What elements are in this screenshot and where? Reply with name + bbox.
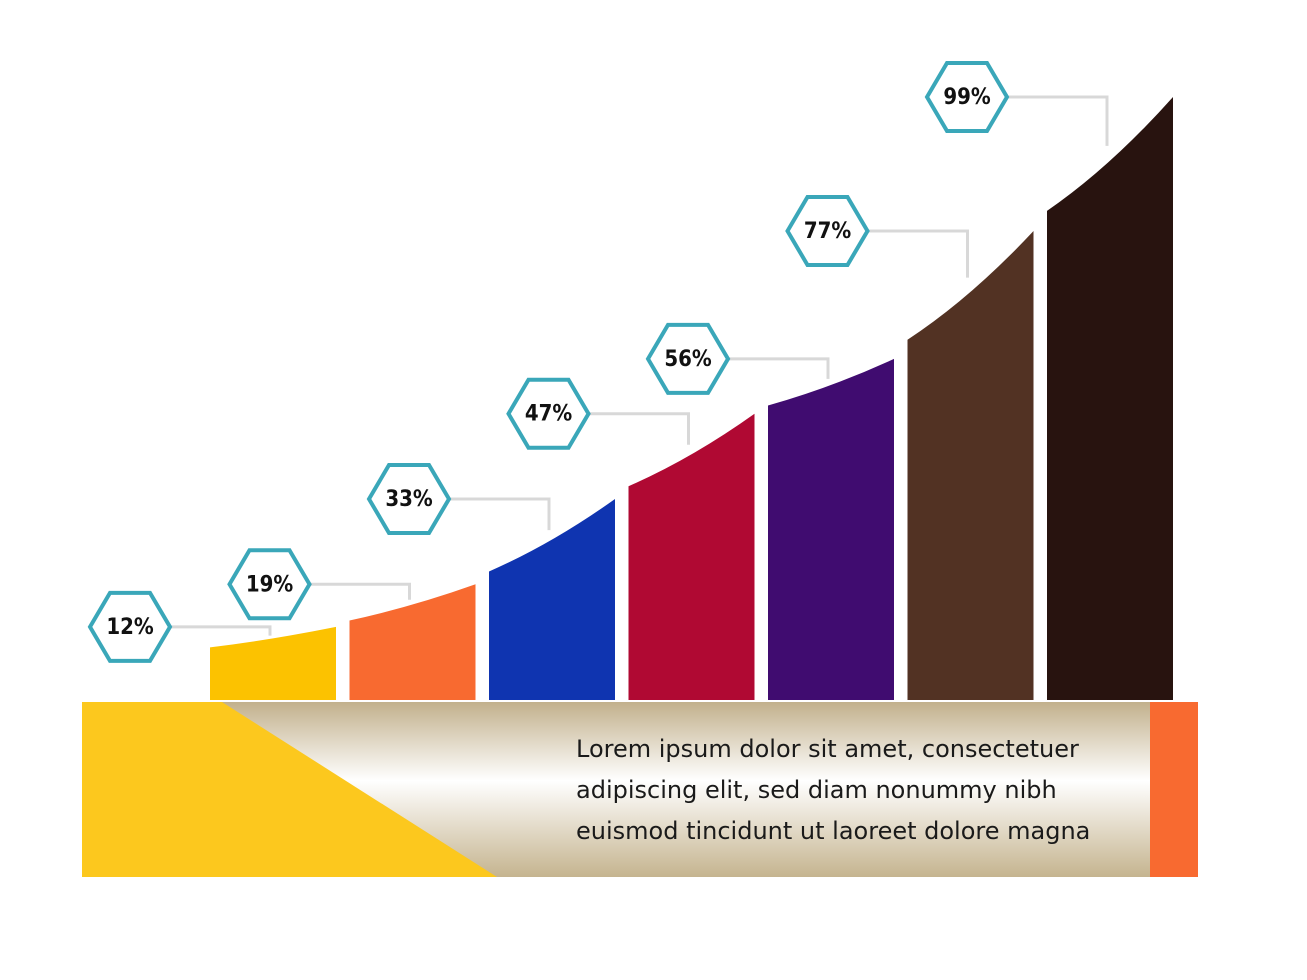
body-text: adipiscing elit, sed diam nonummy nibh [576, 776, 1057, 804]
connector [449, 497, 551, 531]
bar [210, 626, 336, 700]
connector [170, 625, 272, 636]
base-strip [1150, 702, 1198, 877]
value-label: 77% [804, 219, 852, 244]
bar [907, 231, 1034, 700]
connector [1007, 95, 1109, 146]
hexagon [87, 590, 173, 663]
value-label: 56% [664, 347, 712, 372]
value-label: 19% [246, 572, 294, 597]
hexagon [924, 61, 1010, 133]
body-text: Lorem ipsum dolor sit amet, consectetuer [576, 735, 1079, 763]
hexagon [366, 463, 452, 535]
body-text: euismod tincidunt ut laoreet dolore magn… [576, 817, 1090, 845]
hexagon [227, 548, 312, 621]
connector [309, 582, 411, 600]
value-label: 12% [106, 615, 154, 640]
hexagon [785, 195, 870, 267]
bar [768, 358, 894, 700]
bar [1047, 97, 1173, 700]
bar [349, 584, 476, 700]
connector [867, 229, 969, 278]
value-label: 47% [525, 402, 573, 427]
value-label: 33% [385, 487, 433, 512]
bar [628, 413, 755, 700]
hexagon [506, 377, 591, 450]
text-block: Lorem ipsum dolor sit amet, consectetuer… [576, 735, 1090, 845]
base-triangle [82, 702, 497, 877]
hexagon [645, 322, 731, 395]
value-label: 99% [943, 85, 991, 110]
bar [489, 499, 615, 700]
connector [728, 357, 830, 379]
connector [588, 412, 690, 445]
